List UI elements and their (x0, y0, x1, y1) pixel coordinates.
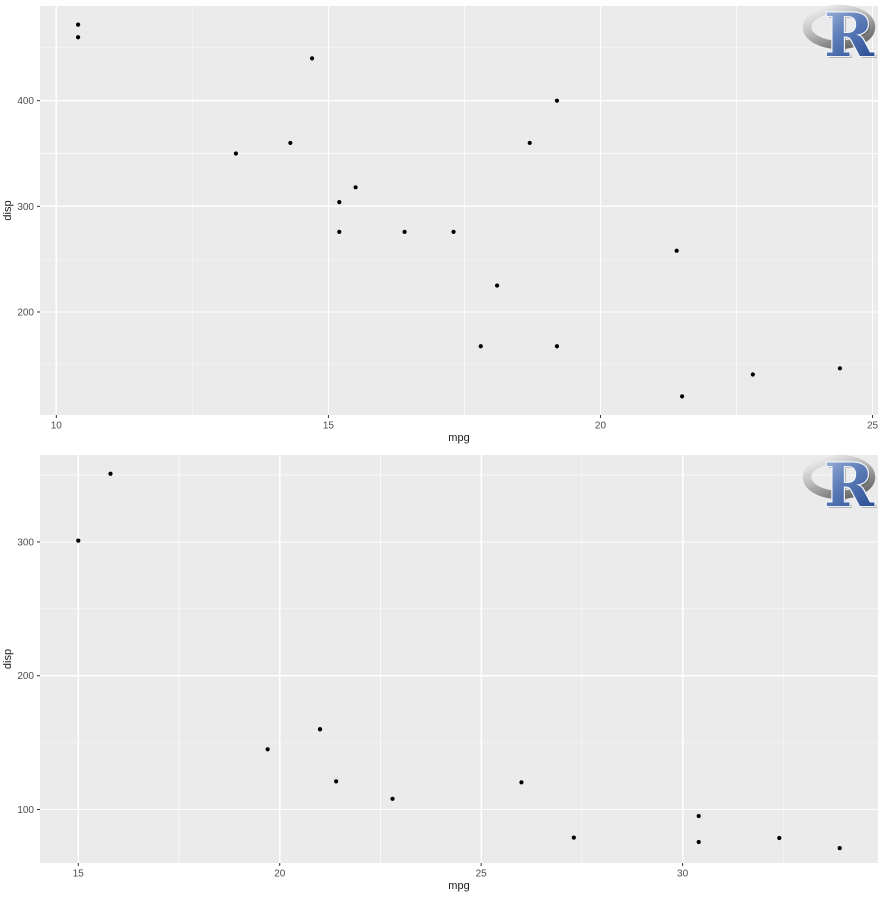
x-axis-title: mpg (448, 432, 469, 444)
data-point (233, 151, 238, 156)
data-point (108, 471, 113, 476)
data-point (837, 846, 842, 851)
panel-background (40, 6, 878, 415)
scatter-plot-bottom-canvas: 15 20 25 30 100 200 300 mpg disp (2, 455, 878, 892)
data-point (75, 35, 81, 40)
r-logo-icon: R R (802, 3, 877, 60)
data-point (402, 229, 407, 234)
data-point (265, 747, 270, 752)
data-point (750, 372, 755, 377)
x-tick-label: 15 (73, 869, 85, 880)
data-point (777, 835, 782, 841)
data-point (76, 538, 81, 543)
r-logo-letter: R (824, 453, 875, 510)
x-tick-label: 30 (677, 869, 689, 880)
x-tick-label: 20 (274, 869, 286, 880)
data-point (353, 185, 358, 190)
r-logo-icon: R R (802, 453, 877, 510)
scatter-plot-bottom: 15 20 25 30 100 200 300 mpg disp R R (0, 450, 886, 900)
data-point (390, 796, 395, 801)
data-point (696, 839, 701, 845)
data-point (317, 727, 323, 732)
x-tick-label: 25 (476, 869, 488, 880)
data-point (554, 98, 560, 103)
r-logo-letter-shadow: R (826, 3, 877, 60)
x-tick-label: 10 (51, 421, 63, 432)
data-point (696, 813, 701, 819)
data-point (337, 229, 342, 234)
x-tick-label: 25 (867, 421, 879, 432)
data-point (680, 394, 685, 399)
data-point (451, 229, 456, 234)
x-tick-label: 20 (595, 421, 607, 432)
data-point (75, 22, 81, 27)
data-point (519, 780, 524, 785)
scatter-plot-top-canvas: 10 15 20 25 200 300 400 mpg disp (2, 6, 879, 444)
data-point (337, 200, 342, 205)
r-logo-ring (802, 454, 876, 500)
r-logo-ring (802, 4, 876, 50)
data-point (571, 835, 576, 840)
data-point (837, 366, 843, 371)
y-axis-title: disp (2, 200, 14, 220)
data-point (478, 344, 483, 349)
data-point (334, 779, 339, 784)
panel-background (40, 455, 878, 863)
data-point (288, 140, 293, 146)
x-axis-title: mpg (448, 880, 469, 892)
data-point (674, 248, 679, 253)
y-tick-label: 300 (17, 202, 34, 213)
y-tick-label: 400 (17, 96, 34, 107)
y-tick-label: 200 (17, 307, 34, 318)
r-logo-letter-shadow: R (826, 453, 877, 510)
y-tick-label: 200 (17, 671, 34, 682)
data-point (554, 344, 560, 349)
y-tick-label: 100 (17, 805, 34, 816)
data-point (309, 56, 315, 61)
scatter-plot-top: 10 15 20 25 200 300 400 mpg disp R R (2, 3, 879, 444)
y-axis-title: disp (2, 649, 14, 669)
y-tick-label: 300 (17, 537, 34, 548)
x-tick-label: 15 (323, 421, 335, 432)
data-point (494, 283, 500, 288)
r-logo-letter: R (824, 3, 875, 60)
data-point (527, 140, 532, 146)
